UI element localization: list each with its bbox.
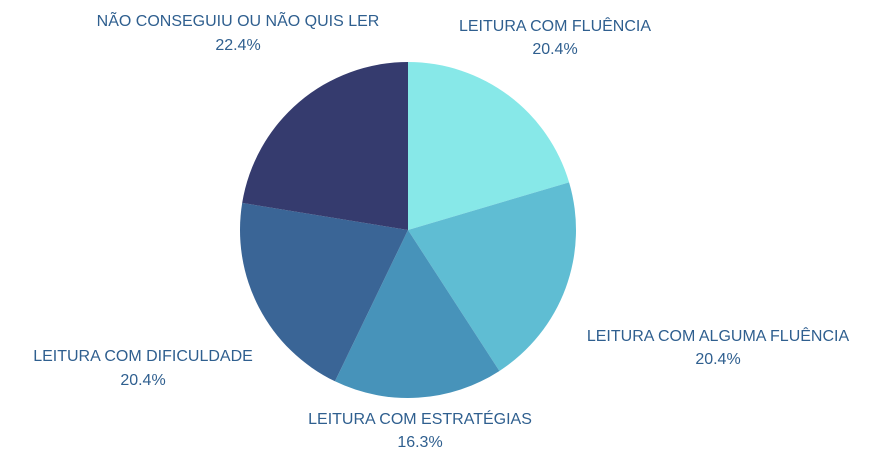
slice-label: LEITURA COM ESTRATÉGIAS: [308, 409, 532, 428]
slice-label: NÃO CONSEGUIU OU NÃO QUIS LER: [97, 10, 380, 30]
pie-slice: [239, 202, 408, 382]
slice-value-label: 20.4%: [120, 372, 165, 389]
pie-slice: [408, 62, 570, 230]
pie-slice: [334, 230, 500, 398]
slice-value-label: 22.4%: [215, 37, 260, 54]
slice-value-label: 20.4%: [695, 351, 740, 368]
slice-value-label: 16.3%: [397, 434, 442, 450]
slice-label: LEITURA COM ALGUMA FLUÊNCIA: [587, 326, 850, 345]
pie-slice: [242, 62, 408, 230]
slice-value-label: 20.4%: [532, 41, 577, 58]
slice-label: LEITURA COM DIFICULDADE: [33, 348, 253, 365]
pie-slice: [408, 182, 576, 371]
slice-label: LEITURA COM FLUÊNCIA: [459, 16, 651, 35]
